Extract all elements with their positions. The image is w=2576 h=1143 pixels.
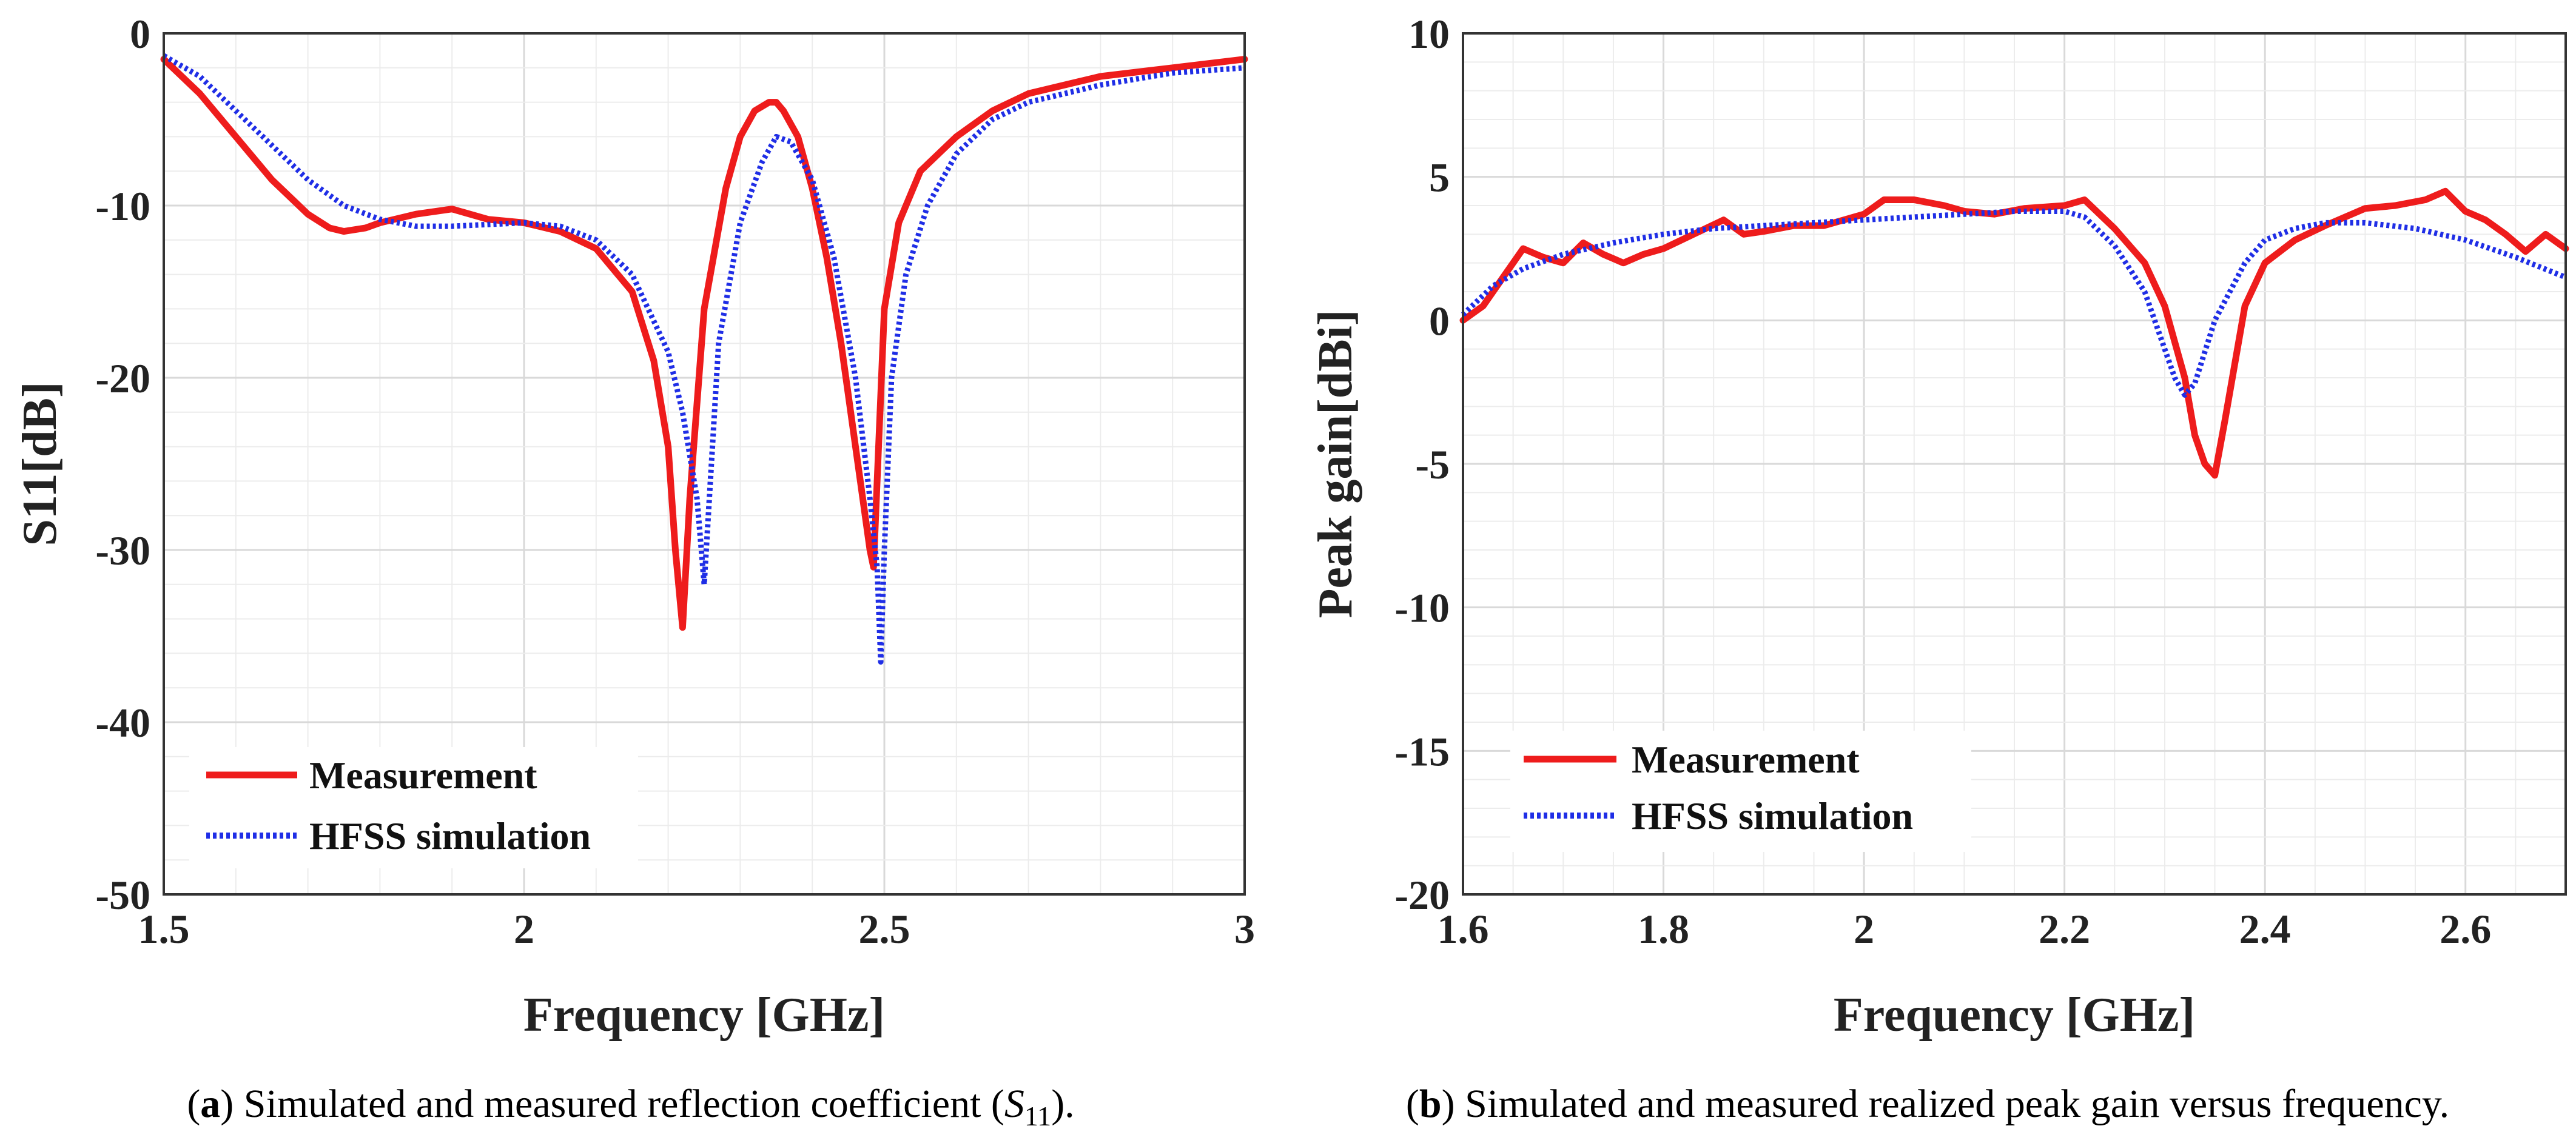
series-line-measurement bbox=[1459, 187, 2569, 479]
legend-b: Measurement HFSS simulation bbox=[1510, 731, 1971, 852]
caption-b: (b) Simulated and measured realized peak… bbox=[1406, 1082, 2449, 1126]
y-tick-label: -20 bbox=[95, 355, 150, 401]
y-tick-labels-b: 10 5 0 -5 -10 -15 -20 bbox=[1394, 11, 1450, 918]
x-tick-label: 1.6 bbox=[1438, 906, 1489, 952]
x-axis-label-a: Frequency [GHz] bbox=[523, 988, 885, 1042]
legend-label-hfss-a: HFSS simulation bbox=[309, 814, 591, 857]
y-tick-label: -15 bbox=[1394, 728, 1450, 774]
y-tick-label: 5 bbox=[1429, 155, 1450, 201]
y-tick-label: 0 bbox=[1429, 298, 1450, 344]
legend-box-b bbox=[1510, 731, 1971, 852]
y-tick-label: -5 bbox=[1415, 441, 1450, 488]
legend-box-a bbox=[189, 747, 638, 868]
y-tick-label: -50 bbox=[95, 872, 150, 918]
legend-label-hfss-b: HFSS simulation bbox=[1632, 794, 1913, 837]
x-tick-label: 2.5 bbox=[859, 906, 910, 952]
series-lines-a bbox=[160, 53, 1248, 665]
x-tick-label: 1.8 bbox=[1638, 906, 1689, 952]
x-tick-label: 1.5 bbox=[138, 906, 190, 952]
plot-frame-a bbox=[163, 32, 1246, 896]
y-tick-label: -40 bbox=[95, 700, 150, 746]
legend-label-measurement-a: Measurement bbox=[309, 754, 537, 797]
legend-label-measurement-b: Measurement bbox=[1632, 738, 1860, 781]
legend-a: Measurement HFSS simulation bbox=[189, 747, 638, 868]
grid-b bbox=[1463, 33, 2566, 894]
x-tick-label: 2.4 bbox=[2239, 906, 2291, 952]
y-tick-labels-a: 0 -10 -20 -30 -40 -50 bbox=[95, 11, 150, 918]
x-tick-label: 2.2 bbox=[2039, 906, 2090, 952]
x-tick-labels-a: 1.5 2 2.5 3 bbox=[138, 906, 1256, 952]
y-tick-label: 10 bbox=[1408, 11, 1450, 57]
plot-frame-b bbox=[1462, 32, 2567, 896]
x-tick-label: 2 bbox=[514, 906, 534, 952]
y-tick-label: -30 bbox=[95, 528, 150, 574]
series-lines-b bbox=[1459, 187, 2569, 479]
x-tick-label: 3 bbox=[1234, 906, 1255, 952]
y-tick-label: -20 bbox=[1394, 872, 1450, 918]
x-tick-labels-b: 1.6 1.8 2 2.2 2.4 2.6 bbox=[1438, 906, 2492, 952]
series-line-hfss-simulation bbox=[162, 53, 1245, 665]
series-line-measurement bbox=[160, 56, 1248, 631]
x-tick-label: 2 bbox=[1854, 906, 1874, 952]
y-tick-label: -10 bbox=[1394, 585, 1450, 631]
panel-a-reflection-coefficient: 0 -10 -20 -30 -40 -50 1.5 2 2.5 3 Frequency [GHz… bbox=[13, 11, 1255, 1042]
y-axis-label-a: S11[dB] bbox=[13, 381, 67, 546]
x-axis-label-b: Frequency [GHz] bbox=[1834, 988, 2195, 1042]
x-tick-label: 2.6 bbox=[2440, 906, 2491, 952]
y-tick-label: 0 bbox=[130, 11, 150, 57]
y-axis-label-b: Peak gain[dBi] bbox=[1309, 310, 1362, 618]
series-line-hfss-simulation bbox=[1461, 208, 2567, 398]
caption-a: (a) Simulated and measured reflection co… bbox=[187, 1082, 1074, 1131]
panel-b-peak-gain: 10 5 0 -5 -10 -15 -20 1.6 1.8 2 2.2 2.4 2.6 Frequen… bbox=[1309, 11, 2569, 1042]
y-tick-label: -10 bbox=[95, 183, 150, 229]
